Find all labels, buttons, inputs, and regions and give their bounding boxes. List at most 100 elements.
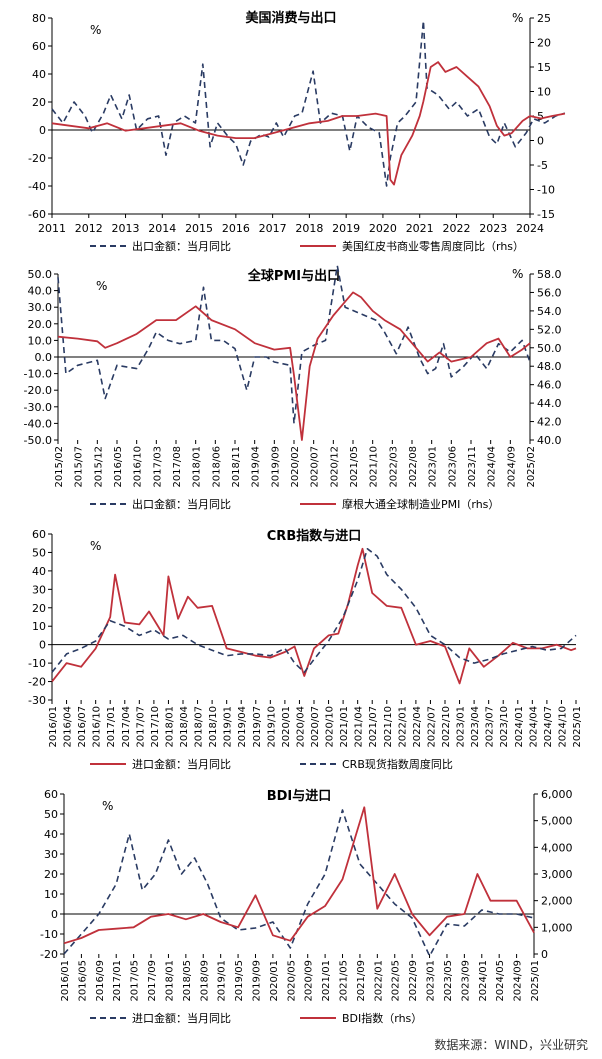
x-tick-label: 2019	[332, 222, 360, 235]
left-tick-label: 40.0	[28, 285, 53, 298]
x-tick-label: 2021/04	[354, 706, 365, 748]
chart-bdi-import: BDI与进口% 60 50 40 30 20 10 0 -10 -20 6,000 5,000 4,00…	[40, 788, 573, 1025]
x-tick-label: 2021/01	[321, 960, 332, 1002]
x-tick-label: 2019/04	[251, 446, 262, 488]
x-tick-label: 2016/01	[60, 960, 71, 1002]
x-tick-label: 2017/01	[112, 960, 123, 1002]
x-tick-label: 2024/04	[528, 706, 539, 748]
left-tick-label: 10	[44, 888, 58, 901]
left-tick-label: 50.0	[28, 268, 53, 281]
x-tick-label: 2017	[259, 222, 287, 235]
x-tick-label: 2021/05	[349, 446, 360, 488]
right-tick-label: -10	[537, 184, 555, 197]
x-tick-label: 2020/09	[304, 960, 315, 1002]
right-tick-label: 54.0	[537, 305, 562, 318]
x-tick-label: 2019/07	[252, 706, 263, 748]
right-tick-label: 4,000	[541, 841, 573, 854]
x-tick-label: 2020	[369, 222, 397, 235]
x-tick-label: 2023/11	[467, 446, 478, 488]
x-tick-label: 2014	[148, 222, 176, 235]
x-tick-label: 2019/01	[223, 706, 234, 748]
x-tick-label: 2020/07	[310, 446, 321, 488]
x-tick-label: 2018/06	[211, 446, 222, 488]
left-tick-label: -60	[28, 208, 46, 221]
x-tick-label: 2012	[75, 222, 103, 235]
x-tick-label: 2016/05	[77, 960, 88, 1002]
x-tick-label: 2016/09	[95, 960, 106, 1002]
x-tick-label: 2018/09	[199, 960, 210, 1002]
x-tick-label: 2022/03	[388, 446, 399, 488]
x-tick-label: 2024/09	[506, 446, 517, 488]
legend-label: 出口金额：当月同比	[132, 497, 231, 511]
x-tick-label: 2018/01	[164, 706, 175, 748]
x-tick-label: 2023/05	[443, 960, 454, 1002]
x-tick-label: 2011	[38, 222, 66, 235]
left-tick-label: 30	[32, 583, 46, 596]
series-line-2	[57, 291, 531, 441]
legend-label: BDI指数（rhs）	[342, 1011, 422, 1025]
left-tick-label: 0	[39, 639, 46, 652]
x-tick-label: 2024/05	[495, 960, 506, 1002]
x-tick-label: 2019/09	[251, 960, 262, 1002]
left-tick-label: -20	[28, 676, 46, 689]
chart-title: 美国消费与出口	[245, 10, 336, 26]
x-tick-label: 2017/08	[172, 446, 183, 488]
source-note: 数据来源：WIND，兴业研究	[434, 1038, 588, 1052]
x-tick-label: 2022/01	[373, 960, 384, 1002]
right-tick-label: 42.0	[537, 416, 562, 429]
series-line-1	[51, 19, 566, 187]
left-tick-label: 0	[39, 124, 46, 137]
right-tick-label: 0	[541, 948, 548, 961]
x-tick-label: 2017/07	[135, 706, 146, 748]
x-tick-label: 2015/07	[74, 446, 85, 488]
left-tick-label: 0.0	[35, 351, 53, 364]
right-tick-label: 3,000	[541, 868, 573, 881]
x-tick-label: 2013	[112, 222, 140, 235]
x-tick-label: 2018/11	[231, 446, 242, 488]
x-tick-label: 2022/04	[412, 706, 423, 748]
x-tick-label: 2019/09	[270, 446, 281, 488]
left-tick-label: -50.0	[24, 434, 52, 447]
right-tick-label: 48.0	[537, 360, 562, 373]
x-tick-label: 2016/04	[63, 706, 74, 748]
chart-global-pmi-export: 全球PMI与出口%% 50.0 40.0 30.0 20.0 10.0 0.0 -10.0 -2…	[24, 264, 562, 511]
left-tick-label: -20	[40, 948, 58, 961]
left-tick-label: 20	[32, 96, 46, 109]
left-tick-label: 10	[32, 620, 46, 633]
right-tick-label: 1,000	[541, 921, 573, 934]
right-tick-label: 5,000	[541, 815, 573, 828]
x-tick-label: 2022/08	[408, 446, 419, 488]
x-tick-label: 2017/03	[152, 446, 163, 488]
x-tick-label: 2023/04	[470, 706, 481, 748]
left-tick-label: 60	[44, 788, 58, 801]
x-tick-label: 2024/07	[543, 706, 554, 748]
right-tick-label: 52.0	[537, 323, 562, 336]
x-tick-label: 2019/01	[217, 960, 228, 1002]
legend-label: 进口金额：当月同比	[132, 1011, 231, 1025]
left-tick-label: 40	[32, 565, 46, 578]
legend-label: 进口金额：当月同比	[132, 757, 231, 771]
x-tick-label: 2024/04	[487, 446, 498, 488]
left-tick-label: 20.0	[28, 318, 53, 331]
left-tick-label: 10.0	[28, 334, 53, 347]
x-tick-label: 2022	[442, 222, 470, 235]
x-tick-label: 2022/05	[391, 960, 402, 1002]
x-tick-label: 2023/07	[485, 706, 496, 748]
x-tick-label: 2020/10	[325, 706, 336, 748]
x-tick-label: 2019/10	[266, 706, 277, 748]
left-tick-label: 0	[51, 908, 58, 921]
left-tick-label: -10.0	[24, 368, 52, 381]
right-tick-label: 2,000	[541, 895, 573, 908]
left-tick-label: -30.0	[24, 401, 52, 414]
x-tick-label: 2020/04	[295, 706, 306, 748]
x-tick-label: 2017/01	[106, 706, 117, 748]
legend-label: CRB现货指数周度同比	[342, 757, 453, 771]
series-line-1	[63, 809, 535, 957]
x-tick-label: 2018/01	[192, 446, 203, 488]
left-tick-label: 30	[44, 848, 58, 861]
x-tick-label: 2025/01	[572, 706, 583, 748]
x-tick-label: 2015/12	[93, 446, 104, 488]
x-tick-label: 2019/04	[237, 706, 248, 748]
